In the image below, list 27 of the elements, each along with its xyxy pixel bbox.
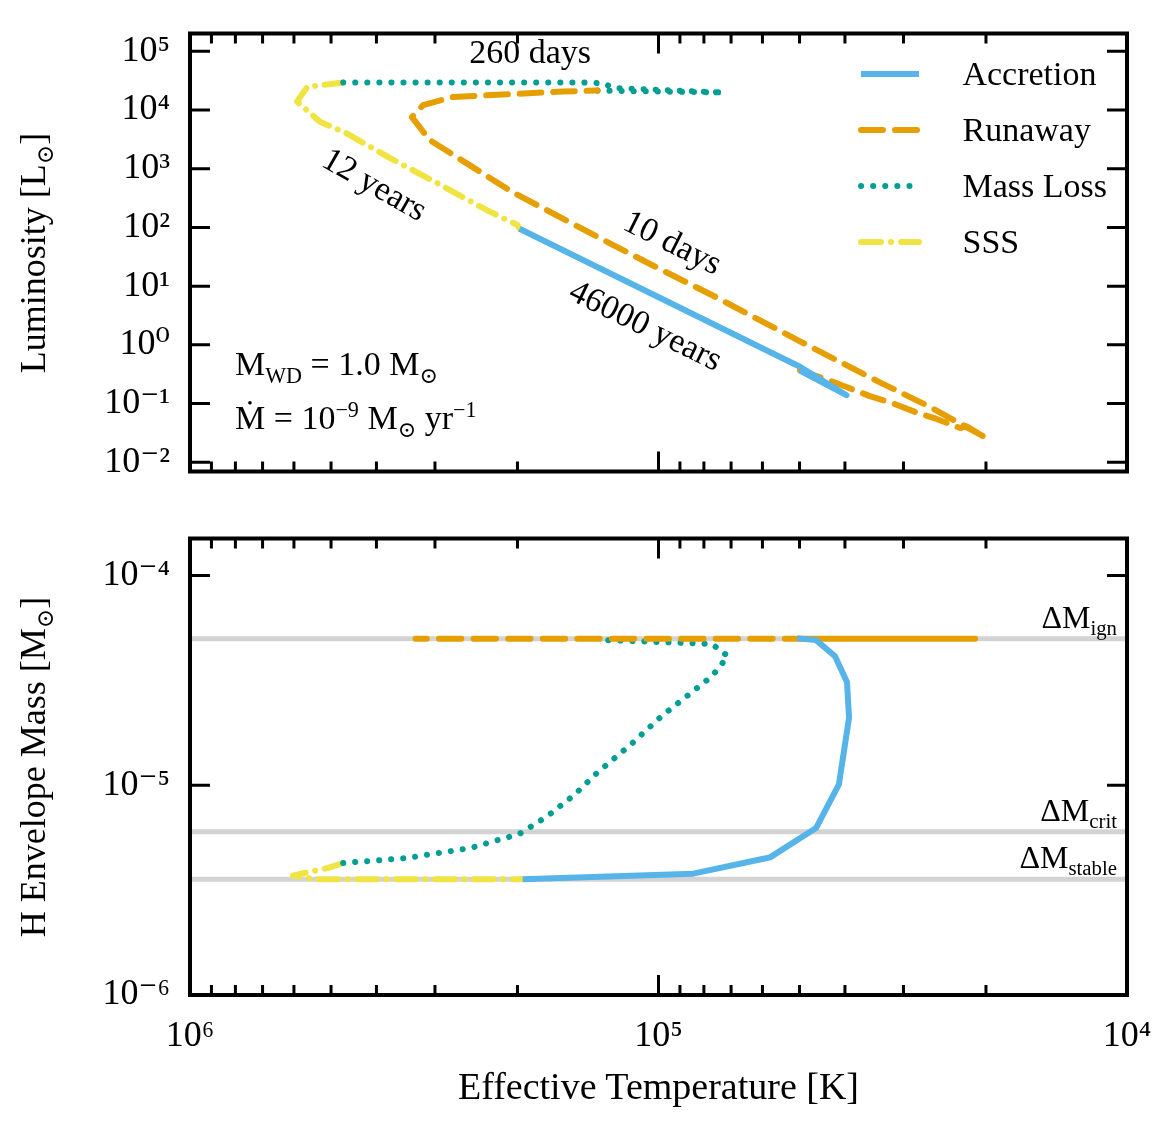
ref-line-label: ΔM$_{stable}$ — [1019, 839, 1117, 880]
y-tick-label: 10⁻⁴ — [102, 552, 170, 593]
annotation: 12 years — [316, 139, 435, 229]
y-tick-label: 10¹ — [123, 263, 170, 304]
legend-label: Accretion — [962, 54, 1097, 92]
ref-line-label: ΔM$_{crit}$ — [1040, 791, 1117, 833]
y-tick-label: 10⁻⁵ — [102, 762, 170, 803]
y-tick-label: 10⁻¹ — [104, 381, 170, 422]
legend-label: Mass Loss — [962, 166, 1107, 204]
y-tick-label: 10² — [123, 204, 170, 245]
x-tick-label: 10⁵ — [634, 1014, 683, 1055]
annotation: 10 days — [618, 201, 729, 282]
y-tick-label: 10⁻⁶ — [102, 972, 170, 1013]
y-tick-label: 10⁻² — [104, 439, 170, 480]
x-tick-label: 10⁴ — [1102, 1014, 1152, 1055]
annotation: Ṁ = 10$^{−9}$ M$_{⊙}$ yr$^{−1}$ — [235, 397, 477, 443]
y-tick-label: 10⁵ — [121, 28, 170, 69]
y-tick-label: 10⁴ — [121, 87, 170, 128]
x-axis-title: Effective Temperature [K] — [457, 1065, 860, 1107]
legend-label: Runaway — [962, 110, 1091, 148]
ref-line-label: ΔM$_{ign}$ — [1041, 598, 1117, 640]
annotation: M$_{WD}$ = 1.0 M$_{⊙}$ — [235, 345, 438, 389]
annotation: 260 days — [469, 33, 591, 71]
x-tick-label: 10⁶ — [165, 1014, 215, 1055]
legend-label: SSS — [962, 222, 1020, 260]
y-tick-label: 10³ — [123, 146, 171, 187]
y-tick-label: 10⁰ — [119, 322, 170, 363]
